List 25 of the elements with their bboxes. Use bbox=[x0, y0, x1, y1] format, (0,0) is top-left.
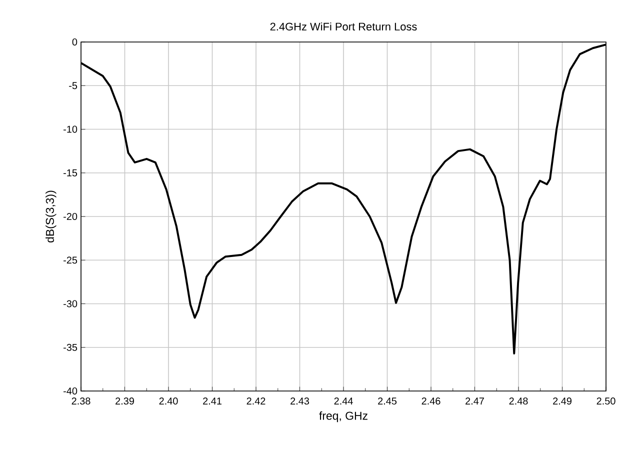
y-tick-label: -35 bbox=[64, 344, 78, 351]
y-axis-title: dB(S(3,3)) bbox=[46, 190, 56, 242]
y-tick-label: -5 bbox=[69, 82, 78, 90]
x-tick-label: 2.44 bbox=[334, 398, 353, 404]
x-tick-label: 2.43 bbox=[290, 398, 310, 405]
x-tick-label: 2.39 bbox=[116, 398, 134, 405]
x-tick-label: 2.48 bbox=[509, 398, 528, 405]
y-tick-label: -10 bbox=[64, 126, 78, 133]
y-tick-label: -25 bbox=[64, 256, 78, 264]
x-tick-label: 2.49 bbox=[553, 398, 572, 405]
x-tick-label: 2.38 bbox=[72, 398, 90, 405]
y-tick-label: -15 bbox=[64, 169, 78, 176]
chart-title: 2.4GHz WiFi Port Return Loss bbox=[270, 22, 417, 31]
y-tick-label: -40 bbox=[64, 387, 78, 395]
x-axis-title: freq, GHz bbox=[319, 411, 368, 422]
x-tick-label: 2.45 bbox=[378, 398, 397, 405]
y-tick-label: -20 bbox=[64, 212, 78, 220]
x-tick-label: 2.40 bbox=[159, 398, 178, 405]
x-tick-label: 2.46 bbox=[422, 398, 440, 405]
x-tick-label: 2.47 bbox=[466, 398, 484, 404]
x-tick-label: 2.50 bbox=[596, 398, 616, 405]
y-tick-label: 0 bbox=[72, 38, 78, 46]
x-tick-label: 2.42 bbox=[246, 398, 266, 404]
x-tick-label: 2.41 bbox=[203, 398, 222, 404]
y-tick-label: -30 bbox=[64, 300, 78, 308]
